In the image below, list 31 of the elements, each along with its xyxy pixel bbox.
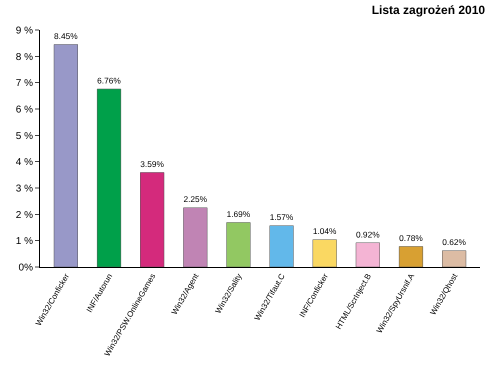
data-label: 0.62% [442, 237, 466, 248]
bar [312, 239, 337, 267]
bar [398, 246, 424, 267]
chart-title: Lista zagrożeń 2010 [372, 2, 486, 17]
data-label: 1.57% [270, 212, 294, 222]
data-label: 3.59% [140, 158, 165, 169]
y-tick-label: 7 % [16, 78, 34, 90]
bar [54, 44, 78, 267]
bar [226, 222, 251, 267]
y-tick-label: 0% [18, 262, 34, 274]
y-tick-label: 6 % [16, 104, 34, 116]
data-label: 0.92% [356, 229, 380, 240]
y-tick-label: 8 % [16, 52, 34, 63]
y-tick-label: 4 % [16, 157, 34, 168]
y-tick-label: 3 % [16, 184, 34, 194]
bar [96, 88, 122, 267]
bar [356, 242, 380, 267]
bar [269, 225, 294, 267]
data-label: 6.76% [97, 75, 122, 86]
data-label: 0.78% [399, 232, 424, 243]
y-tick-label: 2 % [16, 210, 34, 221]
data-label: 1.69% [226, 209, 251, 219]
data-label: 2.25% [183, 194, 208, 204]
y-tick-label: 5 % [16, 130, 34, 142]
y-tick-label: 9 % [16, 26, 34, 36]
bar [183, 208, 208, 267]
bar [442, 250, 466, 267]
bar [140, 172, 164, 267]
y-tick-label: 1 % [16, 236, 34, 248]
data-label: 8.45% [54, 30, 78, 41]
data-label: 1.04% [312, 226, 338, 236]
